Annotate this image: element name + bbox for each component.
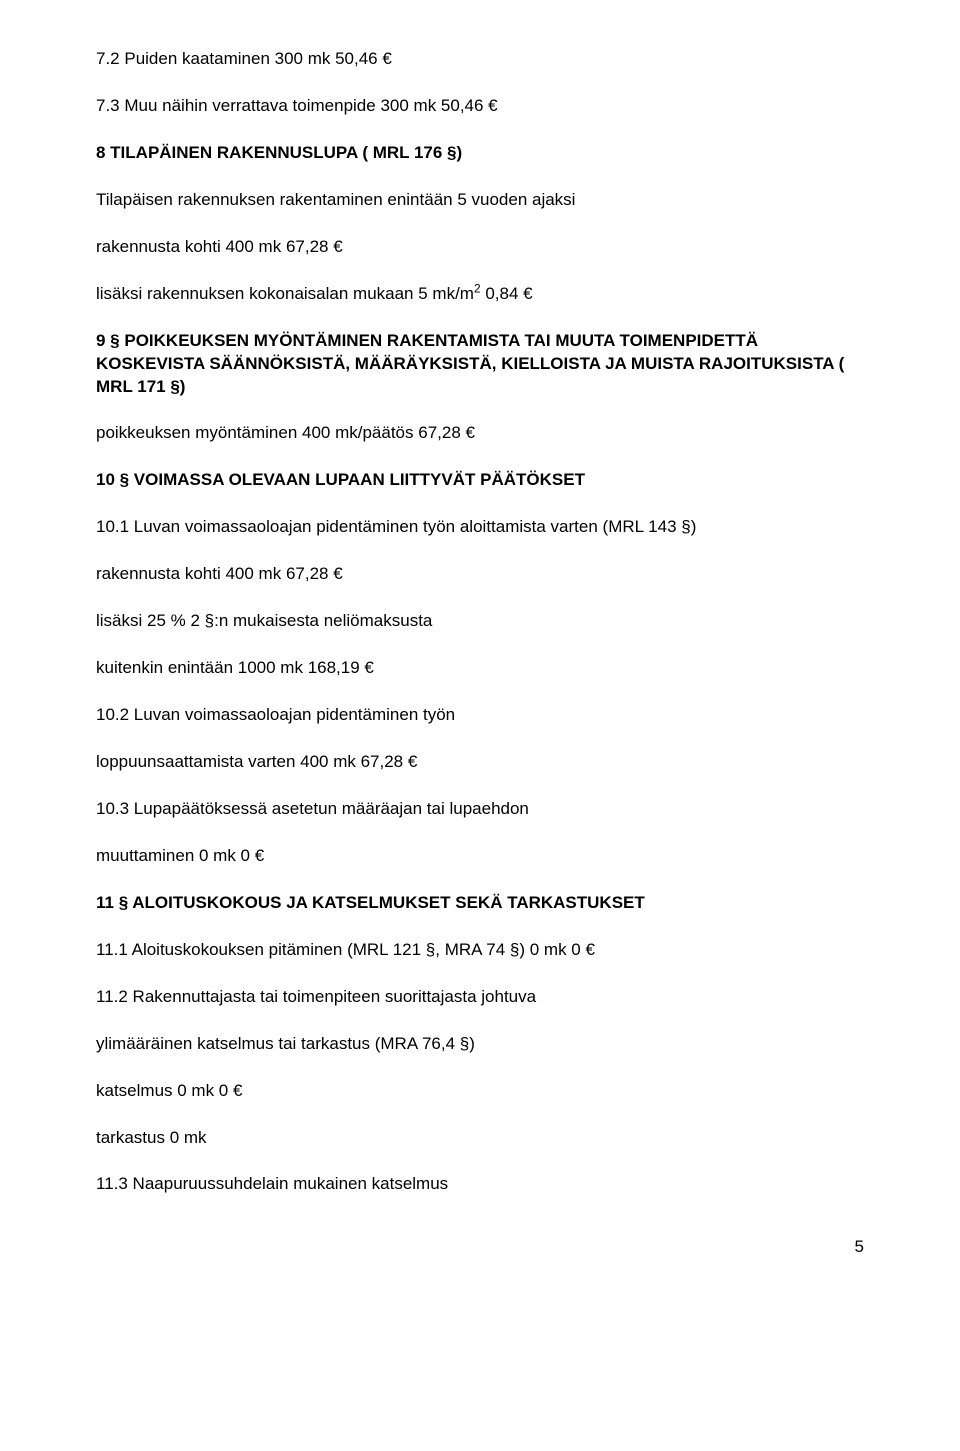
heading-11: 11 § ALOITUSKOKOUS JA KATSELMUKSET SEKÄ … bbox=[96, 892, 864, 915]
heading-9: 9 § POIKKEUKSEN MYÖNTÄMINEN RAKENTAMISTA… bbox=[96, 330, 864, 399]
para-7-2: 7.2 Puiden kaataminen 300 mk 50,46 € bbox=[96, 48, 864, 71]
para-8-c: lisäksi rakennuksen kokonaisalan mukaan … bbox=[96, 283, 864, 306]
para-7-3: 7.3 Muu näihin verrattava toimenpide 300… bbox=[96, 95, 864, 118]
para-8-a: Tilapäisen rakennuksen rakentaminen enin… bbox=[96, 189, 864, 212]
para-11-2d: tarkastus 0 mk bbox=[96, 1127, 864, 1150]
para-11-2a: 11.2 Rakennuttajasta tai toimenpiteen su… bbox=[96, 986, 864, 1009]
heading-10: 10 § VOIMASSA OLEVAAN LUPAAN LIITTYVÄT P… bbox=[96, 469, 864, 492]
para-10-1a: rakennusta kohti 400 mk 67,28 € bbox=[96, 563, 864, 586]
para-10-2b: loppuunsaattamista varten 400 mk 67,28 € bbox=[96, 751, 864, 774]
para-11-3: 11.3 Naapuruussuhdelain mukainen katselm… bbox=[96, 1173, 864, 1196]
para-10-2a: 10.2 Luvan voimassaoloajan pidentäminen … bbox=[96, 704, 864, 727]
para-8-b: rakennusta kohti 400 mk 67,28 € bbox=[96, 236, 864, 259]
para-8-c-pre: lisäksi rakennuksen kokonaisalan mukaan … bbox=[96, 284, 474, 303]
heading-8: 8 TILAPÄINEN RAKENNUSLUPA ( MRL 176 §) bbox=[96, 142, 864, 165]
para-10-3a: 10.3 Lupapäätöksessä asetetun määräajan … bbox=[96, 798, 864, 821]
para-11-2b: ylimääräinen katselmus tai tarkastus (MR… bbox=[96, 1033, 864, 1056]
page-number: 5 bbox=[96, 1236, 864, 1259]
para-10-1: 10.1 Luvan voimassaoloajan pidentäminen … bbox=[96, 516, 864, 539]
para-10-3b: muuttaminen 0 mk 0 € bbox=[96, 845, 864, 868]
para-8-c-sup: 2 bbox=[474, 281, 481, 295]
para-10-1c: kuitenkin enintään 1000 mk 168,19 € bbox=[96, 657, 864, 680]
para-8-c-post: 0,84 € bbox=[481, 284, 533, 303]
para-9-a: poikkeuksen myöntäminen 400 mk/päätös 67… bbox=[96, 422, 864, 445]
para-10-1b: lisäksi 25 % 2 §:n mukaisesta neliömaksu… bbox=[96, 610, 864, 633]
para-11-1: 11.1 Aloituskokouksen pitäminen (MRL 121… bbox=[96, 939, 864, 962]
para-11-2c: katselmus 0 mk 0 € bbox=[96, 1080, 864, 1103]
